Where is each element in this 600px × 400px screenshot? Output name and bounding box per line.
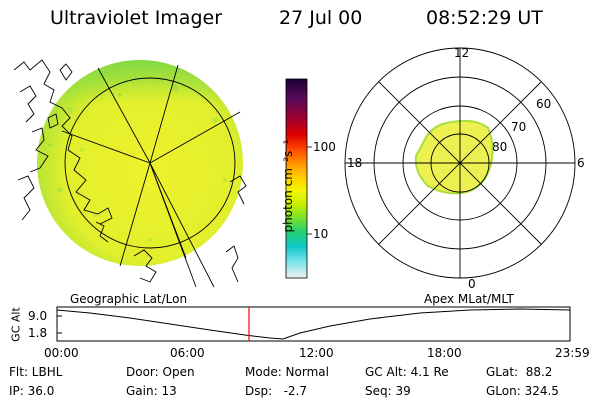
colorbar-tick-label-10: 10: [313, 227, 329, 241]
colorbar-gradient: [285, 78, 308, 279]
altitude-curve: [56, 308, 571, 340]
polar-spokes: [345, 48, 575, 278]
status-seq: Seq: 39: [365, 384, 411, 398]
status-gc-alt: GC Alt: 4.1 Re: [365, 365, 449, 379]
meridian-lines: [61, 64, 241, 288]
timeline-frame: [56, 306, 571, 342]
mlt-label-6: 6: [577, 156, 585, 170]
latitude-circle: [64, 77, 236, 249]
timeline-ytick-9: 9.0: [28, 309, 48, 323]
timeline-xtick-2359: 23:59: [555, 346, 590, 360]
date-label: 27 Jul 00: [279, 7, 363, 29]
status-door: Door: Open: [126, 365, 195, 379]
timeline-ytick-1.8: 1.8: [28, 326, 48, 340]
timeline-plot: [56, 306, 571, 342]
time-label: 08:52:29 UT: [426, 7, 543, 29]
status-gain: Gain: 13: [126, 384, 177, 398]
timeline-xtick-0000: 00:00: [44, 346, 79, 360]
earth-disk-image: [13, 59, 247, 288]
timeline-xtick-0600: 06:00: [170, 346, 205, 360]
timeline-ylabel: GC Alt: [9, 307, 23, 342]
timeline-right-title: Apex MLat/MLT: [424, 292, 514, 306]
mlat-label-70: 70: [511, 120, 527, 134]
mlat-label-60: 60: [536, 97, 552, 111]
status-ip: IP: 36.0: [9, 384, 55, 398]
mlt-label-0: 0: [468, 277, 476, 291]
colorbar-tick-label-100: 100: [313, 140, 336, 154]
timeline-xtick-1800: 18:00: [427, 346, 462, 360]
earth-disk: [37, 60, 243, 266]
status-glat: GLat: 88.2: [486, 365, 553, 379]
timeline-left-title: Geographic Lat/Lon: [70, 292, 188, 306]
status-glon: GLon: 324.5: [486, 384, 559, 398]
colorbar: [285, 78, 312, 279]
instrument-title: Ultraviolet Imager: [50, 7, 223, 29]
status-mode: Mode: Normal: [245, 365, 329, 379]
mlt-label-18: 18: [347, 156, 363, 170]
status-dsp: Dsp: -2.7: [245, 384, 308, 398]
disk-speckle: [48, 85, 227, 242]
mlt-label-12: 12: [454, 46, 470, 60]
dayside-glow: [37, 60, 243, 103]
polar-plot: [344, 47, 576, 279]
coastlines: [13, 59, 247, 283]
timeline-xtick-1200: 12:00: [299, 346, 334, 360]
status-filter: Flt: LBHL: [9, 365, 63, 379]
colorbar-unit-label: photon cm⁻²s⁻¹: [281, 139, 295, 233]
mlat-label-80: 80: [492, 140, 508, 154]
